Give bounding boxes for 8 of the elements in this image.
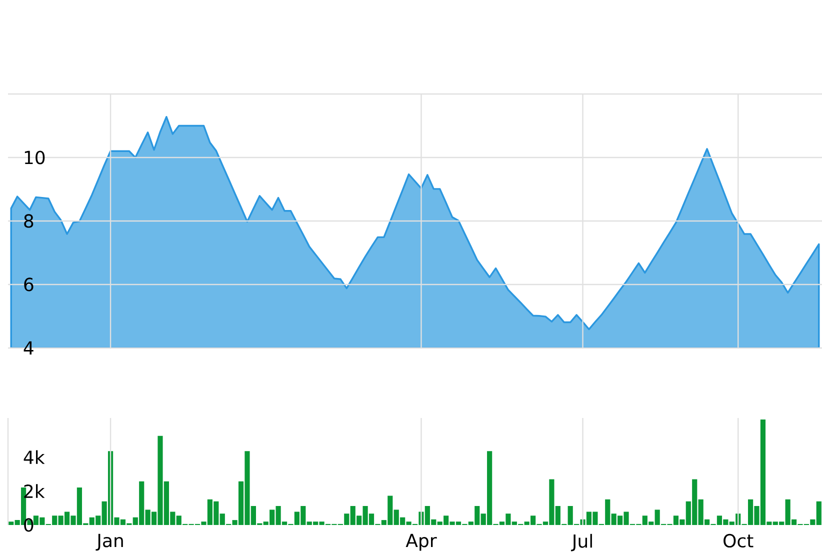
x-tick-label: Oct [724, 534, 754, 548]
y-tick-label: 6 [24, 278, 34, 292]
x-tick-label: Apr [406, 534, 437, 551]
x-tick-label: Jul [570, 534, 592, 552]
y-tick-label: 4k [24, 450, 45, 464]
y-tick-label: 8 [24, 214, 34, 228]
x-tick-label: Jan [96, 534, 123, 551]
y-tick-label: 10 [24, 150, 45, 164]
